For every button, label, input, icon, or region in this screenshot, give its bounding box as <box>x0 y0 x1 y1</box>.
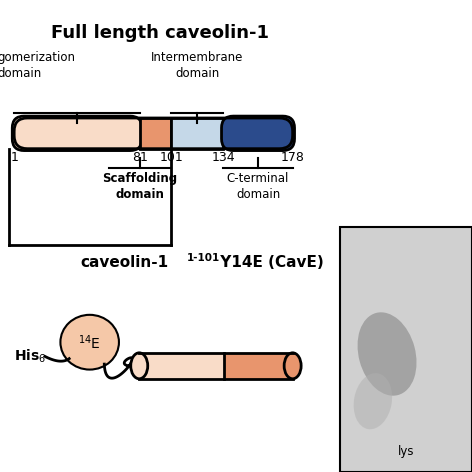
Text: lys: lys <box>398 445 414 458</box>
Text: Scaffolding
domain: Scaffolding domain <box>102 172 177 201</box>
Bar <box>224 353 293 379</box>
Bar <box>139 353 224 379</box>
Text: 178: 178 <box>281 151 304 164</box>
Ellipse shape <box>131 353 148 379</box>
Bar <box>340 227 472 472</box>
Ellipse shape <box>60 315 119 370</box>
FancyBboxPatch shape <box>12 116 142 151</box>
Text: 101: 101 <box>160 151 183 164</box>
Bar <box>171 118 223 149</box>
Text: Y14E (CavE): Y14E (CavE) <box>215 255 323 270</box>
Text: 1: 1 <box>10 151 18 164</box>
Text: 134: 134 <box>211 151 235 164</box>
Text: 1-101: 1-101 <box>186 253 219 263</box>
Text: C-terminal
domain: C-terminal domain <box>227 172 289 201</box>
Text: gomerization
domain: gomerization domain <box>0 51 76 80</box>
Text: $^{14}$E: $^{14}$E <box>78 333 101 352</box>
FancyBboxPatch shape <box>221 116 295 151</box>
Text: caveolin-1: caveolin-1 <box>80 255 169 270</box>
Bar <box>140 118 171 149</box>
Ellipse shape <box>354 373 392 429</box>
Ellipse shape <box>358 312 416 396</box>
Text: Full length caveolin-1: Full length caveolin-1 <box>51 24 270 42</box>
Ellipse shape <box>284 353 301 379</box>
Text: His$_6$: His$_6$ <box>14 348 46 365</box>
Text: Intermembrane
domain: Intermembrane domain <box>151 51 244 80</box>
Text: 81: 81 <box>132 151 148 164</box>
